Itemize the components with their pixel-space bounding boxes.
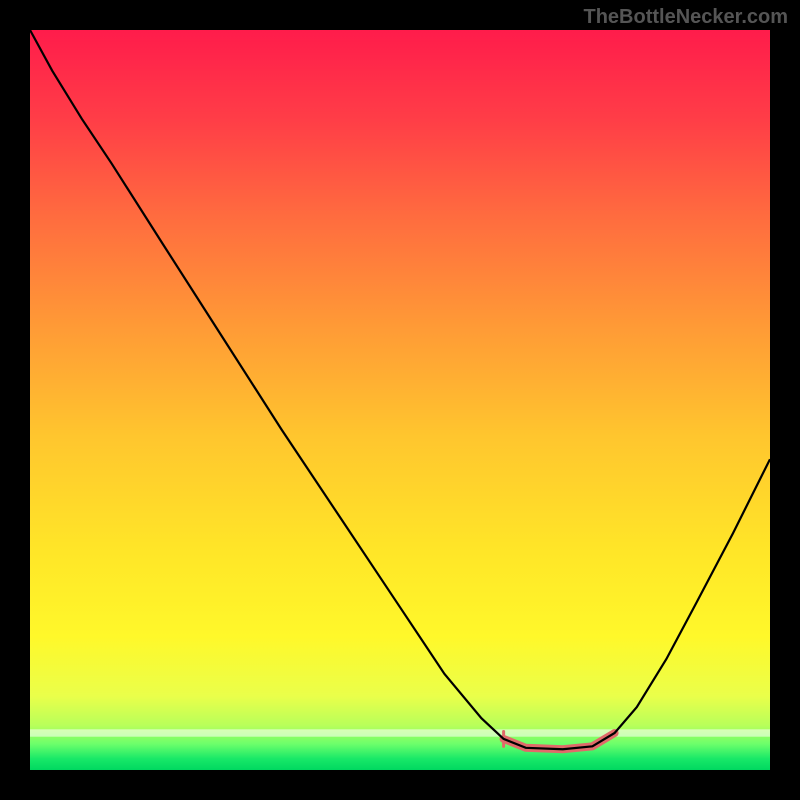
plot-area <box>30 30 770 770</box>
bottleneck-curve <box>30 30 770 749</box>
highlight-segment <box>504 733 615 749</box>
watermark-text: TheBottleNecker.com <box>583 6 788 29</box>
curve-layer <box>30 30 770 770</box>
